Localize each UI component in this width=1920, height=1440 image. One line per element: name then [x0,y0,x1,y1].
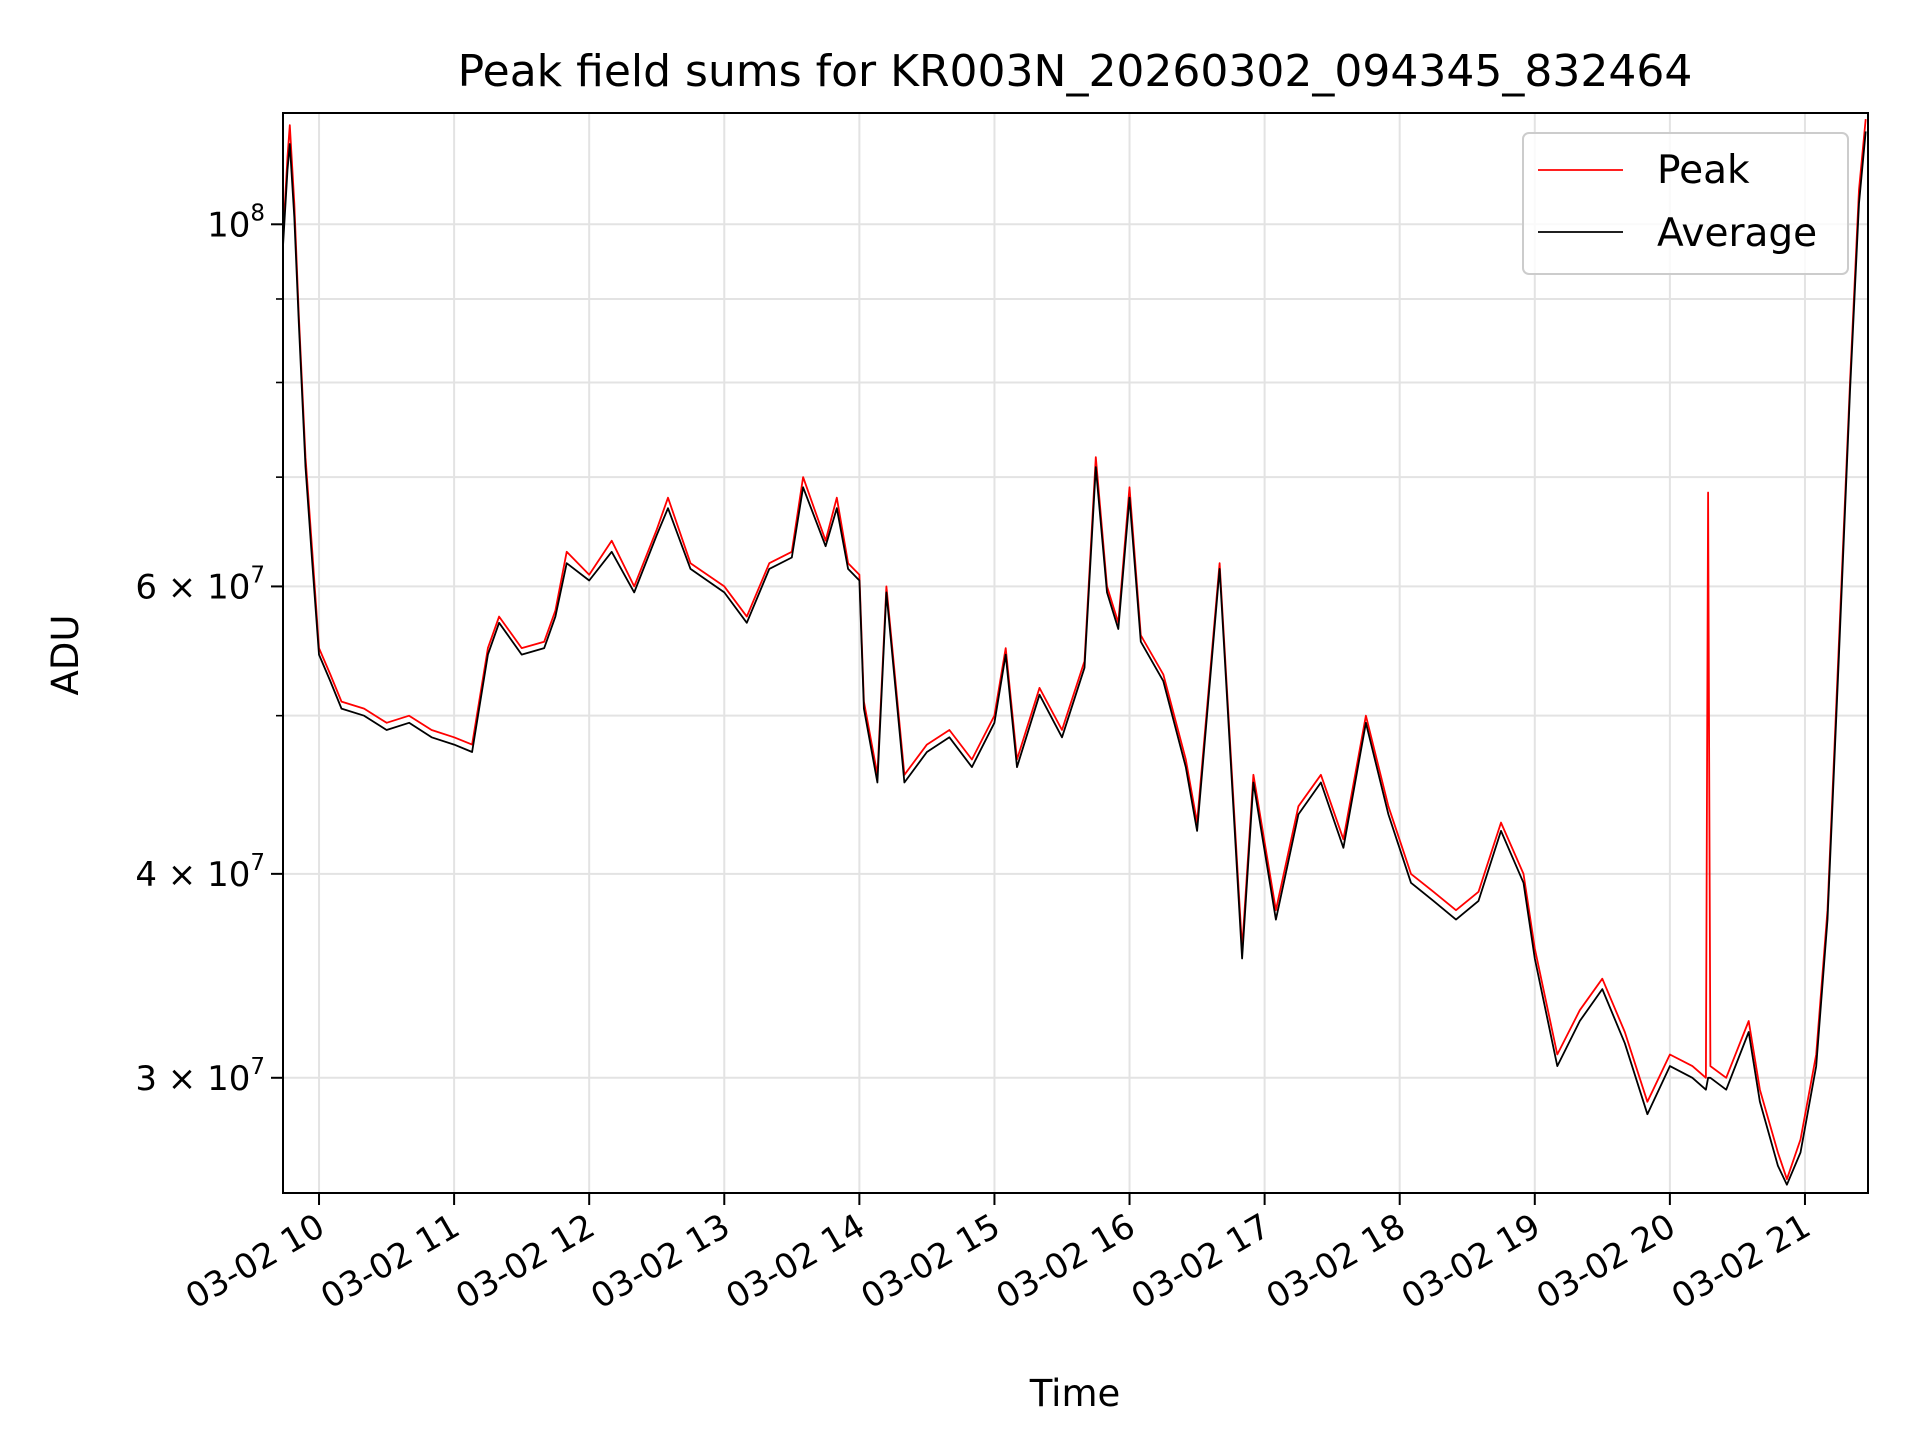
y-axis-label: ADU [44,615,87,696]
y-tick-label: 108 [207,200,265,245]
series-layer [282,119,1867,1186]
x-axis-label: Time [1029,1372,1121,1415]
legend-box [1522,132,1849,275]
y-axis: 3 × 107 4 × 107 6 × 107 108 [135,200,283,1099]
chart-title: Peak field sums for KR003N_20260302_0943… [458,46,1693,97]
series-line-average [282,131,1867,1186]
plot-frame [282,112,1869,1194]
legend-average-label: Average [1657,211,1817,256]
legend-peak-label: Peak [1657,148,1750,193]
y-tick-label: 6 × 107 [135,562,265,607]
grid [283,113,1868,1193]
y-tick-label: 4 × 107 [135,850,265,895]
legend: Peak Average [1522,132,1849,275]
y-tick-label: 3 × 107 [135,1054,265,1099]
series-line-peak [282,119,1867,1181]
